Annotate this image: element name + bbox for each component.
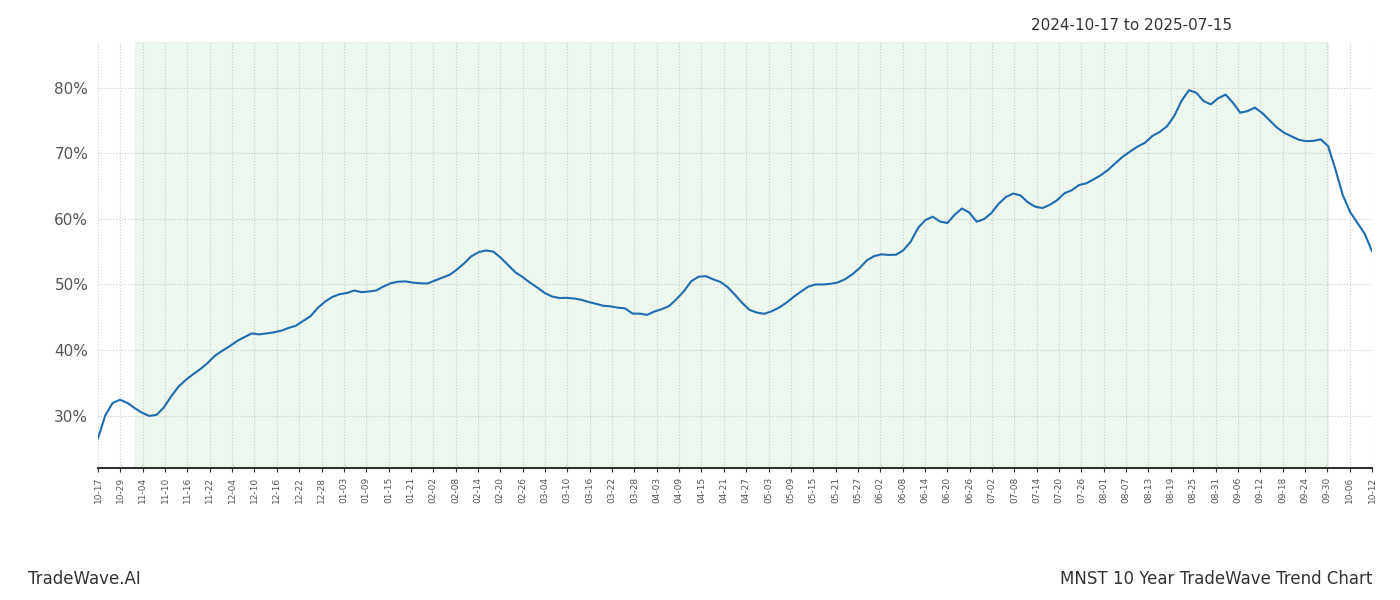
- Text: 2024-10-17 to 2025-07-15: 2024-10-17 to 2025-07-15: [1030, 18, 1232, 33]
- Text: MNST 10 Year TradeWave Trend Chart: MNST 10 Year TradeWave Trend Chart: [1060, 570, 1372, 588]
- Text: TradeWave.AI: TradeWave.AI: [28, 570, 141, 588]
